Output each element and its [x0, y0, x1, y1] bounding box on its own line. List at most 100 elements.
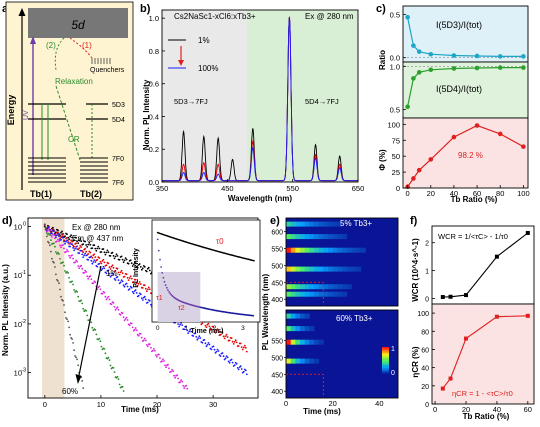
heatmap-cell-0-4 [304, 234, 310, 240]
5d-band [28, 8, 128, 38]
panel-c-point-0-3 [428, 51, 434, 57]
panel-d-ylabel: Norm. PL Intensity (a.u.) [1, 264, 10, 356]
inset-blue-point [169, 292, 172, 295]
decay-point-3 [186, 387, 189, 390]
decay-point-1 [212, 326, 215, 329]
panel-b-frame [161, 9, 359, 183]
heatmap-cell-0-1 [300, 284, 306, 290]
heatmap-cell-0-3 [356, 247, 362, 253]
panel-f-point-1-4 [525, 313, 530, 318]
decay-point-0 [118, 258, 121, 261]
decay-point-1 [101, 260, 104, 262]
inset-tau1: τ1 [156, 295, 163, 302]
decay-point-4 [66, 270, 68, 273]
decay-point-0 [136, 266, 139, 269]
panel-c-frame-2 [402, 117, 529, 189]
decay-point-2 [90, 259, 93, 262]
eta-formula: ηCR = 1 - <τC>/τ0 [452, 389, 513, 398]
panel-d-ytick-exp-3: -3 [21, 368, 26, 374]
colorbar-cell [382, 362, 389, 364]
inset-tau2: τ2 [178, 305, 185, 312]
heatmap-cell-0-4 [337, 234, 343, 240]
decay-point-4 [91, 326, 94, 329]
decay-point-1 [219, 333, 222, 336]
decay-point-3 [165, 366, 167, 369]
decay-point-2 [226, 356, 229, 359]
panel-c-point-1-7 [521, 65, 526, 70]
quenchers-icon [91, 58, 111, 64]
decay-point-0 [80, 240, 83, 243]
decay-point-2 [205, 345, 208, 348]
decay-point-2 [72, 247, 74, 249]
decay-point-3 [98, 285, 101, 288]
heatmap-cell-0-0 [295, 291, 301, 297]
decay-point-3 [84, 269, 87, 272]
decay-point-3 [173, 374, 176, 377]
decay-point-2 [63, 240, 65, 243]
inset-blue-point [156, 238, 159, 241]
colorbar-min: 0 [391, 370, 395, 377]
decay-point-5 [72, 342, 74, 344]
decay-point-2 [53, 230, 55, 233]
decay-point-3 [105, 298, 108, 301]
heatmap-roi-1 [285, 373, 324, 399]
decay-point-2 [213, 348, 216, 351]
decay-point-2 [208, 343, 211, 346]
5d3-label: 5D3 [112, 102, 125, 109]
decay-point-3 [126, 319, 129, 321]
decay-point-2 [194, 332, 197, 335]
decay-point-5 [47, 240, 49, 243]
decay-point-0 [76, 240, 78, 243]
heatmap-ytick-label-0-3: 550 [271, 246, 283, 253]
decay-point-3 [92, 282, 95, 285]
decay-point-1 [112, 266, 115, 269]
5d4-label: 5D4 [112, 117, 125, 124]
legend-100pct: 100% [198, 64, 218, 73]
heatmap-cell-0-2 [328, 266, 334, 272]
decay-point-2 [192, 335, 195, 337]
decay-point-3 [144, 339, 147, 342]
colorbar-max: 1 [391, 346, 395, 353]
decay-point-2 [179, 323, 182, 326]
panel-e-label: e) [270, 215, 280, 227]
decay-point-3 [152, 349, 154, 352]
decay-point-3 [83, 271, 86, 274]
decay-point-4 [85, 310, 88, 312]
decay-point-1 [204, 324, 207, 327]
panel-c-point-0-5 [474, 53, 480, 59]
decay-point-1 [96, 258, 99, 261]
decay-point-0 [113, 257, 116, 260]
heatmap-cell-0-2 [342, 266, 348, 272]
panel-b-xtick-label-1: 450 [221, 184, 234, 193]
decay-point-0 [127, 262, 130, 265]
decay-point-3 [153, 348, 155, 350]
decay-point-3 [67, 250, 69, 253]
heatmap-cell-0-2 [346, 266, 352, 272]
decay-point-3 [59, 244, 61, 247]
decay-point-5 [56, 278, 58, 281]
decay-point-1 [232, 343, 235, 345]
decay-point-1 [89, 251, 92, 254]
decay-point-1 [57, 231, 59, 234]
colorbar-cell [382, 369, 389, 371]
decay-point-0 [60, 231, 62, 234]
decay-point-1 [118, 273, 121, 276]
panel-d-xtick-label-2: 20 [153, 400, 161, 409]
panel-e: e) 400 450 500 550 600 400 450 500 550 0 20 40 PL W… [261, 215, 399, 416]
decay-point-2 [111, 272, 114, 275]
decay-point-0 [82, 243, 85, 246]
decay-point-2 [91, 262, 94, 265]
panel-e-ylabel: PL Wavelength (nm) [261, 273, 270, 350]
decay-point-4 [59, 258, 61, 260]
panel-f-xlabel: Tb Ratio (%) [463, 412, 510, 421]
decay-point-0 [78, 239, 81, 242]
decay-point-2 [81, 253, 84, 256]
legend-1pct: 1% [198, 36, 210, 45]
panel-d-xlabel: Time (ms) [121, 405, 159, 414]
cr-label: CR [68, 135, 80, 144]
decay-point-5 [49, 244, 51, 247]
decay-point-3 [49, 230, 51, 232]
decay-point-1 [222, 335, 225, 338]
decay-point-1 [224, 335, 227, 337]
decay-point-1 [145, 290, 148, 293]
